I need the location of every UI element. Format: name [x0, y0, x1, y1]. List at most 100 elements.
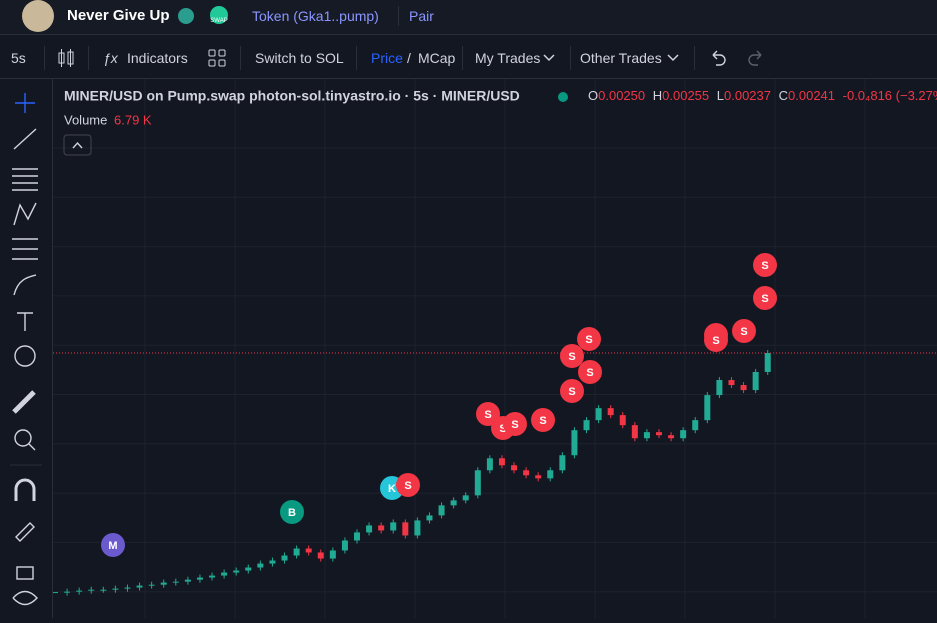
candle — [160, 582, 167, 585]
divider — [694, 46, 695, 70]
ruler-tool[interactable] — [12, 390, 36, 414]
candle — [426, 515, 433, 521]
mcap-toggle[interactable]: MCap — [418, 50, 456, 66]
interval[interactable]: 5s — [11, 50, 26, 66]
trade-marker[interactable] — [753, 253, 777, 277]
trade-marker[interactable] — [704, 328, 728, 352]
text-tool[interactable] — [17, 312, 33, 331]
trade-marker[interactable] — [577, 327, 601, 351]
h-value: 0.00255 — [662, 88, 709, 103]
trade-marker[interactable] — [101, 533, 125, 557]
fx-icon: ƒx — [103, 50, 118, 66]
redo[interactable] — [746, 49, 766, 67]
candle — [293, 548, 300, 556]
candle-icon[interactable] — [56, 48, 76, 68]
indicators[interactable]: Indicators — [127, 50, 188, 66]
trade-marker-label: S — [586, 367, 593, 379]
trade-marker-label: S — [404, 480, 411, 492]
candle — [269, 560, 276, 564]
divider — [356, 46, 357, 70]
candle — [438, 505, 445, 516]
chevron — [667, 54, 679, 62]
candle — [656, 432, 662, 436]
candle — [281, 555, 288, 561]
candle — [184, 579, 191, 582]
token-name: Never Give Up — [67, 7, 170, 24]
o-label: O — [588, 88, 598, 103]
token-link[interactable]: Token (Gka1..pump) — [252, 8, 379, 24]
lock-tool[interactable] — [16, 566, 34, 580]
candle — [172, 581, 179, 583]
candle — [366, 525, 373, 533]
candle — [53, 592, 58, 594]
candle — [402, 522, 409, 536]
candle — [88, 589, 95, 591]
lock-draw-tool[interactable] — [15, 522, 35, 542]
trade-marker[interactable] — [753, 286, 777, 310]
candle — [233, 570, 240, 573]
pair-link[interactable]: Pair — [409, 8, 434, 24]
drawing-toolbar — [0, 79, 53, 618]
trade-marker-label: M — [108, 540, 117, 552]
candle — [462, 495, 469, 501]
projection-tool[interactable] — [12, 238, 38, 260]
candle — [414, 520, 421, 536]
fib-tool[interactable] — [12, 168, 38, 191]
eye-tool[interactable] — [12, 590, 38, 606]
trade-marker-label: K — [388, 483, 396, 495]
trade-marker-label: S — [511, 419, 518, 431]
undo[interactable] — [708, 49, 728, 67]
brush-tool[interactable] — [13, 274, 37, 296]
zoom-tool[interactable] — [14, 429, 32, 447]
magnet-tool[interactable] — [14, 478, 36, 501]
candle — [474, 470, 481, 496]
candle — [716, 380, 723, 396]
my-trades[interactable]: My Trades — [475, 50, 541, 66]
other-trades[interactable]: Other Trades — [580, 50, 662, 66]
price-toggle[interactable]: Price — [371, 50, 403, 66]
candle — [740, 385, 747, 391]
trade-marker[interactable] — [560, 379, 584, 403]
slash: / — [407, 50, 411, 66]
status-dot — [558, 92, 568, 102]
candle — [486, 458, 493, 471]
trade-marker-label: S — [761, 260, 768, 272]
candle — [680, 430, 687, 439]
l-value: 0.00237 — [724, 88, 771, 103]
candle — [619, 415, 626, 426]
line-tool[interactable] — [13, 128, 37, 150]
trade-marker[interactable] — [280, 500, 304, 524]
candle — [390, 522, 397, 531]
trade-marker-label: S — [568, 351, 575, 363]
change: -0.0₄816 (−3.27%) — [843, 88, 937, 103]
collapse-button[interactable] — [63, 134, 92, 156]
candle — [378, 525, 385, 531]
trade-marker[interactable] — [476, 402, 500, 426]
symbol: MINER/USD on Pump.swap photon-sol.tinyas… — [64, 88, 520, 104]
candle — [764, 353, 771, 372]
candle — [76, 590, 83, 592]
candle — [631, 425, 638, 439]
candle — [221, 572, 228, 576]
crosshair-tool[interactable] — [15, 93, 35, 113]
divider — [462, 46, 463, 70]
emoji-tool[interactable] — [14, 345, 36, 367]
candle — [64, 591, 71, 593]
candle — [668, 435, 675, 439]
switch-sol[interactable]: Switch to SOL — [255, 50, 344, 66]
templates-icon[interactable] — [208, 49, 226, 67]
trade-marker[interactable] — [396, 473, 420, 497]
trade-marker[interactable] — [560, 344, 584, 368]
chevron — [543, 54, 555, 62]
pattern-tool[interactable] — [13, 202, 37, 226]
trade-marker-label: S — [484, 409, 491, 421]
trade-marker[interactable] — [732, 319, 756, 343]
trade-marker[interactable] — [503, 412, 527, 436]
trade-marker[interactable] — [531, 408, 555, 432]
candle — [643, 432, 650, 439]
candle — [209, 575, 216, 578]
trade-marker[interactable] — [578, 360, 602, 384]
candle — [535, 475, 542, 479]
candle — [498, 458, 505, 466]
